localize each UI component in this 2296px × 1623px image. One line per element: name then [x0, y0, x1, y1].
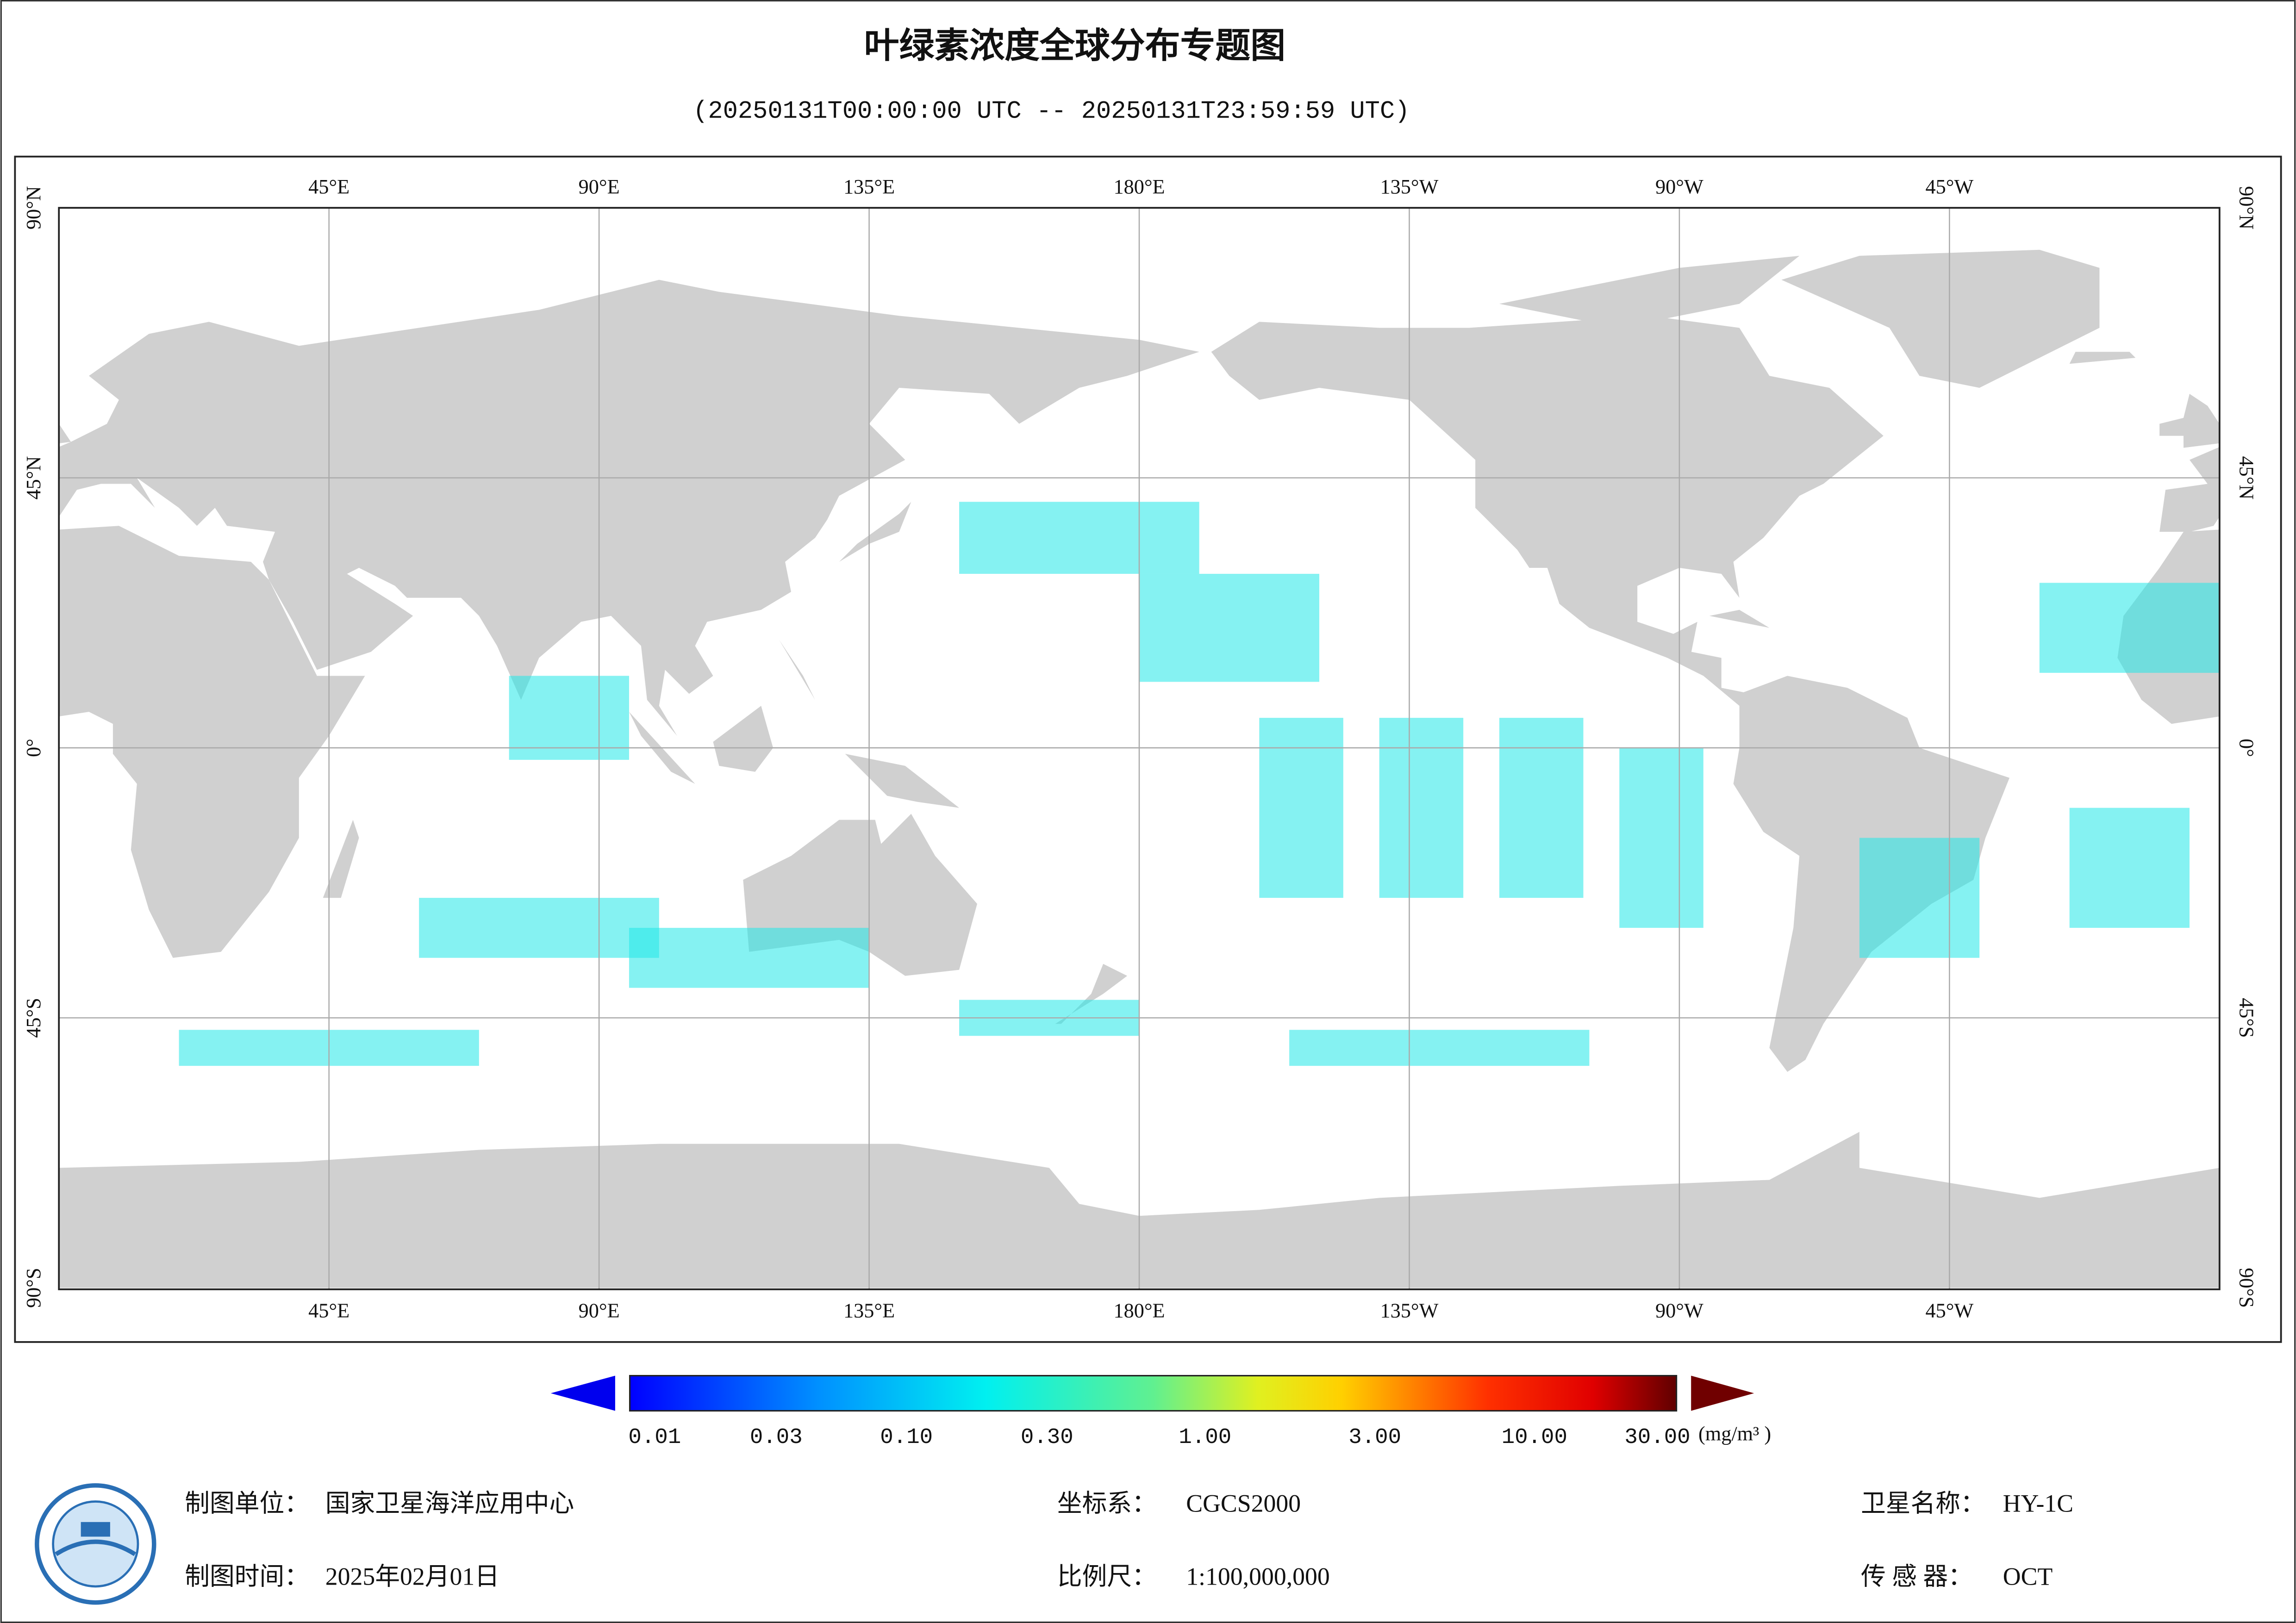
land: [323, 820, 359, 898]
footer-label: 坐标系：: [1057, 1489, 1157, 1517]
footer-label: 比例尺：: [1057, 1562, 1157, 1590]
ocean-swath: [1139, 573, 1319, 682]
colorbar-high-arrow: [1691, 1375, 1754, 1411]
colorbar-tick-label: 3.00: [1348, 1425, 1401, 1450]
latitude-label: 45°N: [22, 456, 45, 500]
colorbar-unit: (mg/m³ ): [1698, 1422, 1771, 1445]
longitude-label: 135°W: [1380, 1300, 1439, 1322]
footer-value: 2025年02月01日: [325, 1562, 499, 1590]
ocean-swath: [1259, 718, 1343, 898]
longitude-label: 45°W: [1925, 1300, 1973, 1322]
logo: [35, 1483, 156, 1605]
latitude-label: 90°N: [2235, 186, 2258, 230]
footer-label: 卫星名称：: [1861, 1489, 1985, 1517]
ocean-swath: [1859, 838, 1980, 958]
map-border: [58, 207, 2221, 1290]
land: [1499, 255, 1800, 328]
ocean-swath: [629, 927, 869, 988]
land: [59, 423, 71, 443]
ocean-swath: [1499, 718, 1584, 898]
colorbar-ticks: 0.01 0.03 0.10 0.30 1.00 3.00 10.00 30.00: [628, 1425, 1690, 1450]
map-frame: [14, 155, 2282, 1343]
footer-label: 制图时间：: [185, 1562, 309, 1590]
land: [1709, 609, 1770, 628]
ocean-swath: [1619, 747, 1703, 928]
longitude-label: 45°W: [1925, 175, 1973, 198]
map: [59, 208, 2220, 1289]
colorbar: [629, 1374, 1678, 1412]
latitude-label: 90°N: [22, 186, 45, 230]
colorbar-tick-label: 30.00: [1624, 1425, 1690, 1450]
land: [2069, 352, 2136, 364]
ocean-swath: [1379, 718, 1464, 898]
ocean-swath: [509, 676, 629, 760]
land: [59, 526, 365, 958]
latitude-label: 90°S: [22, 1268, 45, 1308]
land: [59, 280, 1199, 736]
colorbar-tick-label: 10.00: [1502, 1425, 1567, 1450]
ocean-swath: [959, 502, 1199, 574]
land: [2159, 447, 2220, 532]
longitude-label: 135°W: [1380, 175, 1439, 198]
footer-value: CGCS2000: [1186, 1489, 1301, 1517]
longitude-label: 90°W: [1655, 175, 1703, 198]
longitude-label: 90°E: [579, 175, 620, 198]
latitude-label: 45°S: [2235, 998, 2258, 1038]
footer-label: 传 感 器：: [1861, 1562, 1973, 1590]
land: [2184, 393, 2220, 448]
land: [1781, 249, 2100, 388]
footer-value: OCT: [2003, 1562, 2053, 1590]
colorbar-tick-label: 1.00: [1179, 1425, 1231, 1450]
land: [713, 706, 774, 772]
graticule-labels: 45°E 45°E 90°E 90°E 135°E 135°E 180°E 180°E 135°…: [22, 175, 2258, 1322]
ocean-swath: [419, 898, 659, 958]
longitude-label: 90°E: [579, 1300, 620, 1322]
latitude-label: 0°: [2235, 739, 2258, 757]
longitude-label: 45°E: [308, 175, 349, 198]
longitude-label: 180°E: [1113, 1300, 1165, 1322]
title: 叶绿素浓度全球分布专题图: [864, 26, 1286, 65]
latitude-label: 0°: [22, 739, 45, 757]
footer-value: HY-1C: [2003, 1489, 2073, 1517]
land: [839, 502, 911, 562]
ocean-swath: [1289, 1030, 1590, 1066]
latitude-label: 45°N: [2235, 456, 2258, 500]
colorbar-tick-label: 0.30: [1021, 1425, 1073, 1450]
land: [1211, 316, 1884, 706]
longitude-label: 180°E: [1113, 175, 1165, 198]
subtitle: (20250131T00:00:00 UTC -- 20250131T23:59…: [693, 98, 1410, 126]
longitude-label: 45°E: [308, 1300, 349, 1322]
ocean-swath: [2039, 583, 2220, 673]
footer-value: 国家卫星海洋应用中心: [325, 1489, 574, 1517]
ocean-swath: [2069, 808, 2190, 928]
colorbar-low-arrow: [550, 1375, 615, 1411]
footer-label: 制图单位：: [185, 1489, 309, 1517]
land: [1055, 964, 1128, 1024]
colorbar-tick-label: 0.03: [750, 1425, 803, 1450]
footer-value: 1:100,000,000: [1186, 1562, 1330, 1590]
latitude-label: 45°S: [22, 998, 45, 1038]
longitude-label: 135°E: [843, 1300, 895, 1322]
land: [845, 753, 960, 808]
latitude-label: 90°S: [2235, 1268, 2258, 1308]
longitude-label: 135°E: [843, 175, 895, 198]
longitude-label: 90°W: [1655, 1300, 1703, 1322]
colorbar-tick-label: 0.01: [628, 1425, 681, 1450]
colorbar-tick-label: 0.10: [880, 1425, 933, 1450]
